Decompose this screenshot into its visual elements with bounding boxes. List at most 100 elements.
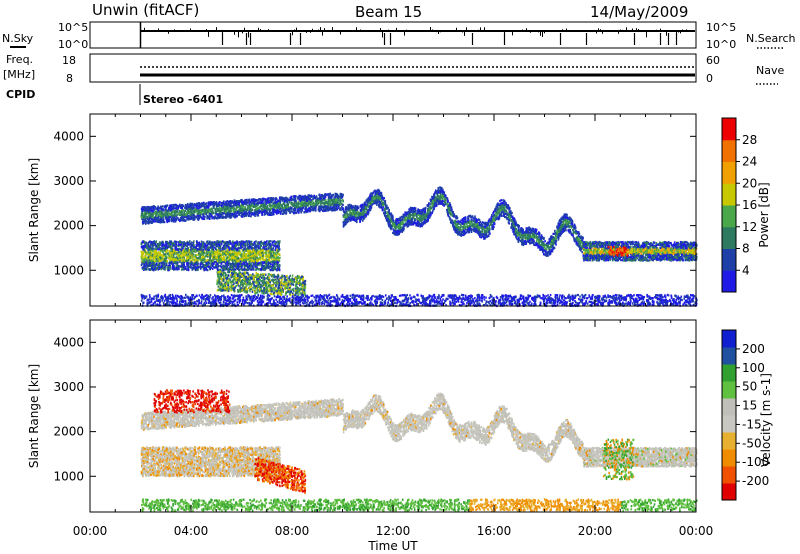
range-cell	[264, 214, 266, 216]
range-cell	[285, 212, 287, 214]
range-cell	[496, 204, 498, 206]
range-cell	[348, 220, 350, 222]
range-cell	[461, 229, 463, 231]
range-cell	[170, 209, 172, 211]
range-cell	[271, 211, 273, 213]
range-cell	[270, 197, 272, 199]
range-cell	[552, 245, 554, 247]
range-cell	[446, 197, 448, 199]
range-cell	[260, 206, 262, 208]
freq-tick-top: 18	[62, 54, 76, 67]
range-cell	[509, 216, 511, 218]
range-cell	[547, 252, 549, 254]
range-cell	[211, 215, 213, 217]
range-cell	[569, 229, 571, 231]
range-cell	[316, 195, 318, 197]
range-cell	[376, 204, 378, 206]
range-cell	[496, 218, 498, 220]
range-cell	[380, 192, 382, 194]
range-cell	[218, 202, 220, 204]
range-cell	[220, 210, 222, 212]
range-cell	[566, 226, 568, 228]
range-cell	[532, 229, 534, 231]
range-cell	[311, 209, 313, 211]
range-cell	[577, 244, 579, 246]
range-cell	[482, 221, 484, 223]
range-cell	[388, 214, 390, 216]
range-cell	[313, 208, 315, 210]
range-cell	[374, 202, 376, 204]
range-cell	[257, 207, 259, 209]
range-cell	[502, 206, 504, 208]
range-cell	[183, 216, 185, 218]
range-cell	[527, 232, 529, 234]
range-cell	[511, 224, 513, 226]
range-cell	[392, 220, 394, 222]
range-cell	[538, 231, 540, 233]
range-cell	[562, 225, 564, 227]
range-cell	[466, 223, 468, 225]
range-cell	[242, 205, 244, 207]
beam-title: Beam 15	[355, 3, 422, 21]
range-cell	[163, 210, 165, 212]
range-cell	[403, 227, 405, 229]
range-cell	[401, 216, 403, 218]
range-cell	[492, 220, 494, 222]
range-cell	[305, 210, 307, 212]
range-cell	[245, 211, 247, 213]
range-cell	[468, 215, 470, 217]
range-cell	[171, 220, 173, 222]
range-cell	[405, 222, 407, 224]
date-title: 14/May/2009	[590, 3, 688, 21]
range-cell	[398, 233, 400, 235]
range-cell	[141, 208, 143, 210]
range-cell	[455, 225, 457, 227]
noise-tick-bottom-right: 10^0	[706, 38, 736, 51]
range-cell	[518, 240, 520, 242]
range-cell	[431, 196, 433, 198]
range-cell	[332, 199, 334, 201]
range-cell	[330, 206, 332, 208]
range-cell	[165, 217, 167, 219]
range-cell	[155, 215, 157, 217]
range-cell	[551, 248, 553, 250]
range-cell	[164, 214, 166, 216]
range-cell	[342, 199, 344, 201]
range-cell	[277, 206, 279, 208]
range-cell	[238, 204, 240, 206]
range-cell	[546, 245, 548, 247]
range-cell	[443, 205, 445, 207]
range-cell	[315, 209, 317, 211]
range-cell	[500, 213, 502, 215]
range-cell	[346, 206, 348, 208]
range-cell	[298, 211, 300, 213]
range-cell	[542, 237, 544, 239]
range-cell	[356, 218, 358, 220]
range-cell	[247, 213, 249, 215]
range-cell	[391, 214, 393, 216]
range-cell	[564, 216, 566, 218]
cpid-label: CPID	[6, 88, 35, 101]
range-cell	[204, 207, 206, 209]
range-cell	[143, 208, 145, 210]
range-cell	[410, 213, 412, 215]
range-cell	[382, 209, 384, 211]
range-cell	[513, 225, 515, 227]
range-cell	[171, 208, 173, 210]
range-cell	[300, 211, 302, 213]
range-cell	[360, 214, 362, 216]
range-cell	[534, 236, 536, 238]
range-cell	[326, 208, 328, 210]
noise-tick-top-left: 10^5	[58, 21, 88, 34]
range-cell	[490, 216, 492, 218]
range-cell	[536, 242, 538, 244]
range-cell	[158, 216, 160, 218]
range-cell	[453, 215, 455, 217]
range-cell	[494, 223, 496, 225]
range-cell	[404, 217, 406, 219]
range-cell	[227, 200, 229, 202]
range-cell	[360, 210, 362, 212]
noise-strip-frame	[90, 22, 696, 48]
range-cell	[171, 214, 173, 216]
range-cell	[430, 214, 432, 216]
